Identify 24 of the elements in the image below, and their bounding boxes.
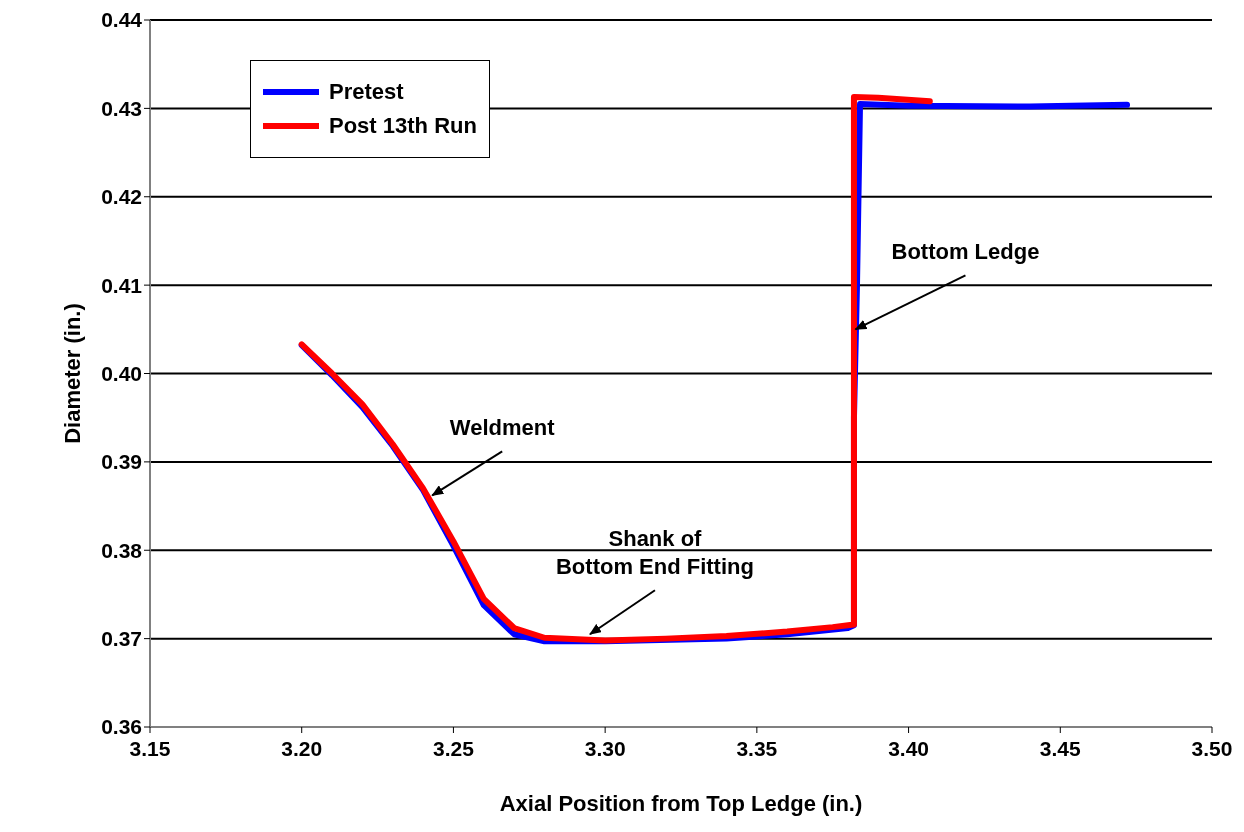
y-tick-label: 0.41 xyxy=(101,273,143,297)
y-tick-label: 0.43 xyxy=(101,96,142,120)
x-tick-label: 3.35 xyxy=(736,736,778,760)
y-tick-label: 0.38 xyxy=(101,538,143,562)
x-tick-label: 3.45 xyxy=(1039,736,1082,760)
x-tick-label: 3.40 xyxy=(888,736,930,760)
y-tick-label: 0.39 xyxy=(101,450,142,474)
x-tick-label: 3.30 xyxy=(584,736,626,760)
annotation: Bottom Ledge xyxy=(891,239,1040,265)
legend-label: Pretest xyxy=(329,79,404,105)
x-tick-label: 3.20 xyxy=(281,736,323,760)
y-tick-label: 0.40 xyxy=(101,361,142,385)
legend-label: Post 13th Run xyxy=(329,113,477,139)
y-tick-label: 0.44 xyxy=(101,8,143,32)
y-axis-title: Diameter (in.) xyxy=(59,303,85,444)
y-tick-label: 0.42 xyxy=(101,185,142,209)
annotation: Weldment xyxy=(449,415,556,441)
x-axis-title: Axial Position from Top Ledge (in.) xyxy=(499,791,863,816)
x-tick-label: 3.25 xyxy=(432,736,475,760)
annotation: Shank of Bottom End Fitting xyxy=(555,526,754,580)
y-tick-label: 0.36 xyxy=(101,715,142,739)
y-tick-label: 0.37 xyxy=(101,627,142,651)
x-tick-label: 3.50 xyxy=(1191,736,1233,760)
x-tick-label: 3.15 xyxy=(129,736,171,760)
